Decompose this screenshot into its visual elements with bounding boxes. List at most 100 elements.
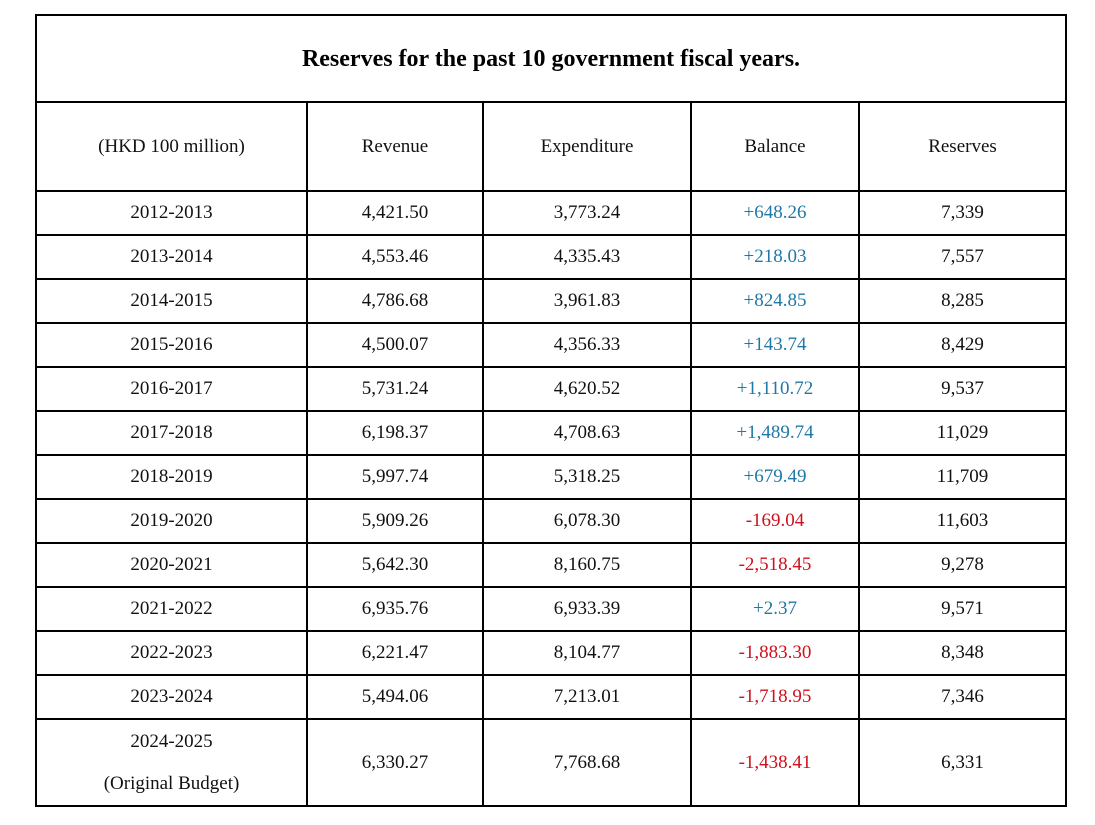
fiscal-year: 2019-2020	[130, 510, 213, 531]
fiscal-year-cell: 2020-2021	[37, 543, 308, 588]
header-revenue: Revenue	[307, 103, 484, 192]
expenditure-cell: 7,213.01	[483, 675, 692, 720]
balance-cell: -169.04	[691, 499, 860, 544]
reserves-table-frame: Reserves for the past 10 government fisc…	[35, 14, 1067, 807]
table-row: 2013-2014 4,553.46 4,335.43 +218.03 7,557	[37, 235, 1065, 280]
expenditure-cell: 6,933.39	[483, 587, 692, 632]
balance-cell: +143.74	[691, 323, 860, 368]
table-row: 2022-2023 6,221.47 8,104.77 -1,883.30 8,348	[37, 631, 1065, 676]
fiscal-year-cell: 2022-2023	[37, 631, 308, 676]
balance-cell: +2.37	[691, 587, 860, 632]
table-title: Reserves for the past 10 government fisc…	[37, 16, 1065, 103]
fiscal-year-cell: 2012-2013	[37, 191, 308, 236]
header-reserves: Reserves	[859, 103, 1065, 192]
fiscal-year-cell: 2023-2024	[37, 675, 308, 720]
fiscal-year: 2013-2014	[130, 246, 213, 267]
fiscal-year-cell: 2021-2022	[37, 587, 308, 632]
expenditure-cell: 4,708.63	[483, 411, 692, 456]
expenditure-cell: 4,356.33	[483, 323, 692, 368]
fiscal-year: 2023-2024	[130, 686, 213, 707]
fiscal-year-cell: 2016-2017	[37, 367, 308, 412]
table-row: 2017-2018 6,198.37 4,708.63 +1,489.74 11,029	[37, 411, 1065, 456]
expenditure-cell: 8,104.77	[483, 631, 692, 676]
revenue-cell: 5,731.24	[307, 367, 484, 412]
reserves-cell: 8,348	[859, 631, 1065, 676]
reserves-cell: 6,331	[941, 751, 984, 773]
balance-cell: +1,489.74	[691, 411, 860, 456]
revenue-cell: 4,500.07	[307, 323, 484, 368]
fiscal-year: 2020-2021	[130, 554, 213, 575]
reserves-cell: 7,339	[859, 191, 1065, 236]
balance-cell: -1,438.41	[691, 719, 860, 805]
table-row: 2024-2025 (Original Budget) 6,330.27 7,768.…	[37, 719, 1065, 805]
revenue-cell: 6,935.76	[307, 587, 484, 632]
table-row: 2016-2017 5,731.24 4,620.52 +1,110.72 9,537	[37, 367, 1065, 412]
expenditure-cell: 4,335.43	[483, 235, 692, 280]
fiscal-year-cell: 2013-2014	[37, 235, 308, 280]
reserves-cell: 9,537	[859, 367, 1065, 412]
reserves-cell: 7,346	[859, 675, 1065, 720]
header-balance: Balance	[691, 103, 860, 192]
table-row: 2021-2022 6,935.76 6,933.39 +2.37 9,571	[37, 587, 1065, 632]
reserves-cell: 11,709	[859, 455, 1065, 500]
revenue-cell: 5,909.26	[307, 499, 484, 544]
fiscal-year-cell: 2015-2016	[37, 323, 308, 368]
expenditure-cell: 4,620.52	[483, 367, 692, 412]
fiscal-year-cell: 2024-2025 (Original Budget)	[37, 719, 308, 805]
fiscal-year-cell: 2014-2015	[37, 279, 308, 324]
header-row: (HKD 100 million) Revenue Expenditure Ba…	[37, 103, 1065, 192]
expenditure-cell: 7,768.68	[483, 719, 692, 805]
revenue-cell: 4,553.46	[307, 235, 484, 280]
fiscal-year-cell: 2018-2019	[37, 455, 308, 500]
expenditure-cell: 3,773.24	[483, 191, 692, 236]
table-row: 2018-2019 5,997.74 5,318.25 +679.49 11,709	[37, 455, 1065, 500]
balance-cell: -2,518.45	[691, 543, 860, 588]
table-row: 2023-2024 5,494.06 7,213.01 -1,718.95 7,346	[37, 675, 1065, 720]
revenue-cell: 6,330.27	[307, 719, 484, 805]
reserves-cell: 8,429	[859, 323, 1065, 368]
reserves-cell: 7,557	[859, 235, 1065, 280]
balance-cell: -1,883.30	[691, 631, 860, 676]
balance-cell: +648.26	[691, 191, 860, 236]
balance-cell: +679.49	[691, 455, 860, 500]
fiscal-year: 2015-2016	[130, 334, 213, 355]
revenue-cell: 5,642.30	[307, 543, 484, 588]
revenue-cell: 6,198.37	[307, 411, 484, 456]
fiscal-year: 2014-2015	[130, 290, 213, 311]
fiscal-year: 2024-2025	[130, 730, 213, 752]
table-row: 2014-2015 4,786.68 3,961.83 +824.85 8,285	[37, 279, 1065, 324]
fiscal-year: 2012-2013	[130, 202, 213, 223]
header-unit: (HKD 100 million)	[37, 103, 308, 192]
fiscal-year: 2021-2022	[130, 598, 213, 619]
reserves-cell: 9,278	[859, 543, 1065, 588]
table-row: 2019-2020 5,909.26 6,078.30 -169.04 11,603	[37, 499, 1065, 544]
expenditure-cell: 5,318.25	[483, 455, 692, 500]
table-row: 2020-2021 5,642.30 8,160.75 -2,518.45 9,278	[37, 543, 1065, 588]
table-row: 2012-2013 4,421.50 3,773.24 +648.26 7,339	[37, 191, 1065, 236]
revenue-cell: 5,997.74	[307, 455, 484, 500]
revenue-cell: 4,786.68	[307, 279, 484, 324]
balance-cell: +824.85	[691, 279, 860, 324]
expenditure-cell: 3,961.83	[483, 279, 692, 324]
header-expenditure: Expenditure	[483, 103, 692, 192]
fiscal-year-cell: 2019-2020	[37, 499, 308, 544]
table-row: 2015-2016 4,500.07 4,356.33 +143.74 8,429	[37, 323, 1065, 368]
fiscal-year-note: (Original Budget)	[103, 772, 240, 794]
fiscal-year-cell: 2017-2018	[37, 411, 308, 456]
balance-cell: +218.03	[691, 235, 860, 280]
fiscal-year: 2016-2017	[130, 378, 213, 399]
fiscal-year: 2022-2023	[130, 642, 213, 663]
revenue-cell: 4,421.50	[307, 191, 484, 236]
reserves-cell: 8,285	[859, 279, 1065, 324]
reserves-table: (HKD 100 million) Revenue Expenditure Ba…	[37, 103, 1065, 805]
balance-cell: +1,110.72	[691, 367, 860, 412]
reserves-cell: 9,571	[859, 587, 1065, 632]
revenue-cell: 6,221.47	[307, 631, 484, 676]
balance-cell: -1,718.95	[691, 675, 860, 720]
expenditure-cell: 6,078.30	[483, 499, 692, 544]
reserves-cell: 11,029	[859, 411, 1065, 456]
expenditure-cell: 8,160.75	[483, 543, 692, 588]
reserves-cell: 11,603	[859, 499, 1065, 544]
fiscal-year: 2017-2018	[130, 422, 213, 443]
fiscal-year: 2018-2019	[130, 466, 213, 487]
